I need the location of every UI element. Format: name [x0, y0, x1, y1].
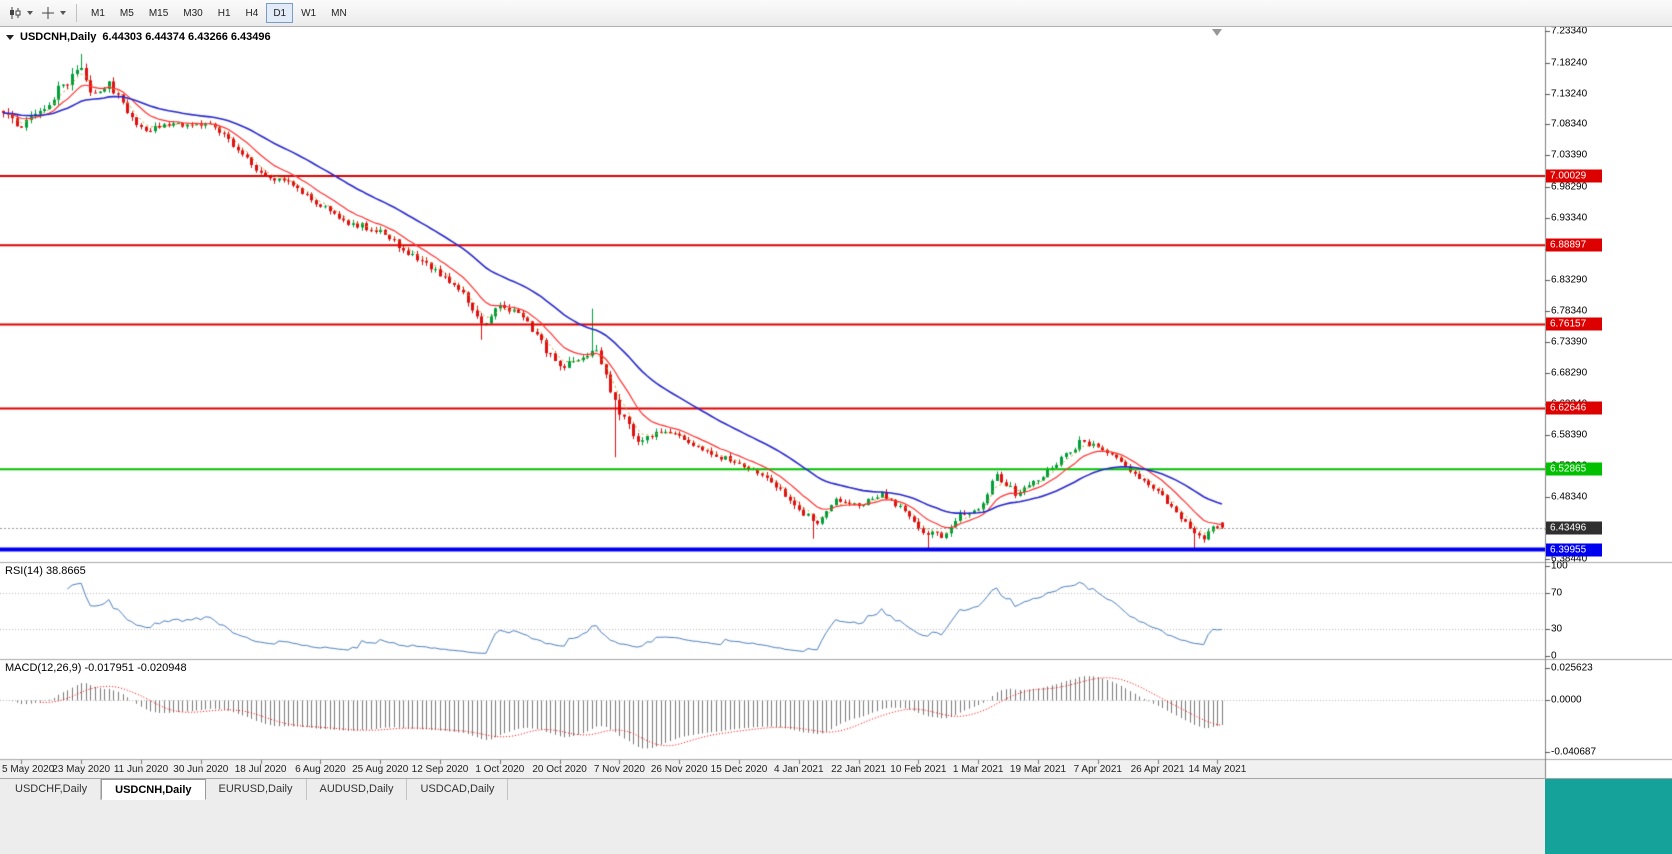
chart-canvas[interactable] — [0, 27, 1672, 778]
caret-down-icon[interactable] — [60, 11, 66, 15]
macd-tick-label: -0.040687 — [1551, 746, 1597, 758]
rsi-tick-label: 100 — [1551, 560, 1568, 572]
price-level-badge: 6.39955 — [1546, 543, 1602, 557]
price-tick-label: 6.48340 — [1551, 491, 1588, 503]
time-axis-label: 26 Nov 2020 — [650, 764, 708, 775]
price-tick-label: 6.98290 — [1551, 181, 1588, 193]
time-axis-label: 26 Apr 2021 — [1130, 764, 1185, 775]
price-tick-label: 6.58390 — [1551, 429, 1588, 441]
corner-accent — [1545, 779, 1672, 854]
crosshair-icon — [42, 7, 54, 19]
time-axis-label: 1 Oct 2020 — [475, 764, 525, 775]
price-tick-label: 6.78340 — [1551, 305, 1588, 317]
time-axis-label: 7 Apr 2021 — [1073, 764, 1122, 775]
ohlc-values: 6.44303 6.44374 6.43266 6.43496 — [102, 31, 271, 43]
macd-tick-label: 0.025623 — [1551, 662, 1593, 674]
symbol-ohlc-label: USDCNH,Daily 6.44303 6.44374 6.43266 6.4… — [6, 31, 271, 43]
caret-down-icon[interactable] — [27, 11, 33, 15]
timeframe-h4-button[interactable]: H4 — [239, 3, 266, 23]
price-level-badge: 7.00029 — [1546, 169, 1602, 183]
time-axis-label: 4 Jan 2021 — [774, 764, 824, 775]
chart-tab-eurusd[interactable]: EURUSD,Daily — [206, 779, 307, 800]
chart-tab-usdcnh[interactable]: USDCNH,Daily — [101, 779, 206, 800]
chart-tab-audusd[interactable]: AUDUSD,Daily — [307, 779, 408, 800]
price-tick-label: 7.03390 — [1551, 149, 1588, 161]
price-tick-label: 7.08340 — [1551, 118, 1588, 130]
time-axis-label: 25 Aug 2020 — [352, 764, 409, 775]
time-axis-label: 15 Dec 2020 — [710, 764, 768, 775]
time-axis-label: 5 May 2020 — [2, 764, 55, 775]
crosshair-button[interactable] — [37, 3, 59, 23]
time-axis-label: 6 Aug 2020 — [295, 764, 346, 775]
price-tick-label: 6.38440 — [1551, 553, 1588, 565]
macd-label: MACD(12,26,9) -0.017951 -0.020948 — [5, 662, 187, 674]
time-axis-label: 30 Jun 2020 — [173, 764, 229, 775]
symbol-name: USDCNH,Daily — [20, 31, 97, 43]
time-axis-label: 11 Jun 2020 — [113, 764, 169, 775]
time-axis-label: 12 Sep 2020 — [411, 764, 469, 775]
rsi-tick-label: 30 — [1551, 623, 1563, 635]
shift-marker-icon[interactable] — [1212, 29, 1222, 36]
timeframe-w1-button[interactable]: W1 — [294, 3, 323, 23]
time-axis-label: 18 Jul 2020 — [234, 764, 287, 775]
time-axis-label: 1 Mar 2021 — [952, 764, 1004, 775]
chart-tabs: USDCHF,Daily USDCNH,Daily EURUSD,Daily AUDU… — [0, 779, 1672, 801]
bid-price-badge: 6.43496 — [1546, 521, 1602, 535]
rsi-tick-label: 0 — [1551, 650, 1557, 662]
timeframe-m15-button[interactable]: M15 — [142, 3, 175, 23]
price-level-badge: 6.76157 — [1546, 317, 1602, 331]
price-tick-label: 6.73390 — [1551, 336, 1588, 348]
top-toolbar: M1 M5 M15 M30 H1 H4 D1 W1 MN — [0, 0, 1672, 27]
time-axis-label: 10 Feb 2021 — [890, 764, 947, 775]
price-tick-label: 6.68290 — [1551, 367, 1588, 379]
rsi-tick-label: 70 — [1551, 587, 1563, 599]
rsi-label: RSI(14) 38.8665 — [5, 565, 86, 577]
timeframe-m5-button[interactable]: M5 — [113, 3, 141, 23]
timeframe-mn-button[interactable]: MN — [324, 3, 354, 23]
chart-area: USDCNH,Daily 6.44303 6.44374 6.43266 6.4… — [0, 27, 1672, 778]
chart-tabbar: USDCHF,Daily USDCNH,Daily EURUSD,Daily AUDU… — [0, 778, 1672, 854]
time-axis-label: 20 Oct 2020 — [532, 764, 587, 775]
price-tick-label: 6.83290 — [1551, 274, 1588, 286]
timeframe-m30-button[interactable]: M30 — [176, 3, 209, 23]
time-axis-label: 22 Jan 2021 — [831, 764, 887, 775]
price-tick-label: 6.93340 — [1551, 212, 1588, 224]
timeframe-d1-button[interactable]: D1 — [266, 3, 294, 23]
time-axis-label: 14 May 2021 — [1188, 764, 1247, 775]
collapse-triangle-icon[interactable] — [6, 34, 14, 40]
toolbar-separator — [76, 4, 77, 22]
macd-tick-label: 0.0000 — [1551, 694, 1582, 706]
chart-tab-usdchf[interactable]: USDCHF,Daily — [2, 779, 102, 800]
timeframe-h1-button[interactable]: H1 — [211, 3, 238, 23]
price-tick-label: 7.13240 — [1551, 88, 1588, 100]
time-axis-label: 19 Mar 2021 — [1009, 764, 1067, 775]
price-level-badge: 6.52865 — [1546, 462, 1602, 476]
price-level-badge: 6.88897 — [1546, 238, 1602, 252]
time-axis-label: 7 Nov 2020 — [593, 764, 645, 775]
timeframe-toolbar: M1 M5 M15 M30 H1 H4 D1 W1 MN — [84, 3, 354, 23]
price-tick-label: 7.18240 — [1551, 57, 1588, 69]
time-axis-label: 23 May 2020 — [52, 764, 111, 775]
price-level-badge: 6.62646 — [1546, 401, 1602, 415]
candlestick-chart-icon — [10, 7, 21, 19]
chart-type-button[interactable] — [4, 3, 26, 23]
timeframe-m1-button[interactable]: M1 — [84, 3, 112, 23]
chart-tab-usdcad[interactable]: USDCAD,Daily — [407, 779, 509, 800]
price-tick-label: 7.23340 — [1551, 27, 1588, 37]
